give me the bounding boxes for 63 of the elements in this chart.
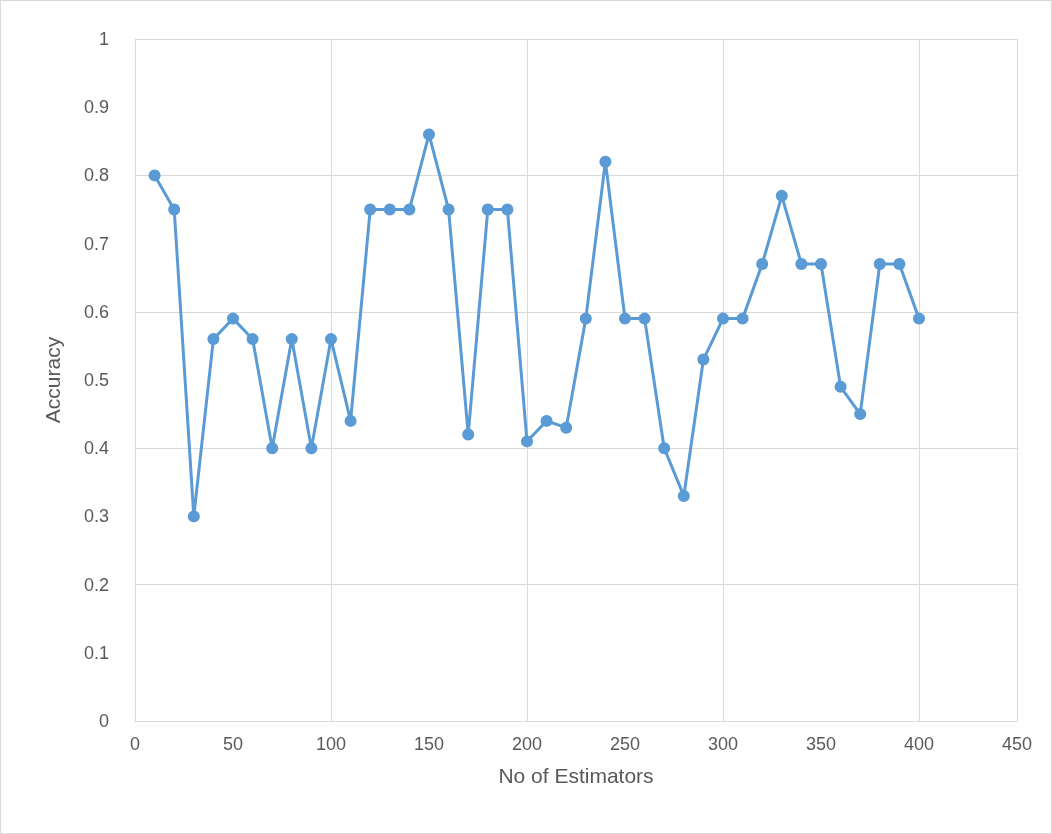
point: [403, 203, 416, 216]
y-tick-label: 0: [98, 711, 109, 731]
point: [619, 312, 631, 325]
point: [266, 442, 279, 455]
point: [717, 312, 729, 325]
point: [795, 258, 808, 271]
point: [854, 408, 867, 421]
point: [187, 510, 200, 523]
x-tick-label: 250: [609, 734, 641, 754]
point: [599, 155, 612, 168]
point: [462, 428, 475, 441]
x-axis-title: No of Estimators: [498, 764, 654, 787]
x-tick-label: 150: [413, 734, 445, 754]
point: [305, 442, 318, 455]
y-tick-label: 0.3: [83, 506, 109, 527]
y-tick-label: 0.7: [83, 233, 109, 254]
point: [756, 258, 769, 271]
x-tick-label: 50: [222, 734, 244, 754]
x-tick-label: 0: [129, 734, 141, 754]
y-tick-label: 0.4: [83, 438, 109, 459]
x-tick-label: 350: [805, 734, 837, 754]
point: [913, 312, 925, 325]
point: [246, 333, 259, 346]
point: [364, 203, 377, 216]
point: [383, 203, 396, 216]
y-tick-label: 0.6: [83, 301, 109, 322]
point: [579, 312, 592, 325]
point: [736, 312, 749, 325]
y-tick-label: 0.9: [83, 97, 109, 118]
x-tick-label: 300: [707, 734, 739, 754]
point: [658, 442, 671, 455]
point: [442, 203, 455, 216]
y-tick-label: 0.2: [83, 574, 109, 595]
y-axis-title: Accuracy: [41, 336, 64, 424]
point: [501, 203, 514, 216]
point: [227, 312, 239, 325]
point: [521, 435, 533, 448]
x-tick-label: 450: [1001, 734, 1033, 754]
point: [638, 312, 651, 325]
point: [344, 414, 357, 427]
y-tick-label: 0.8: [83, 165, 109, 186]
x-tick-label: 400: [903, 734, 935, 754]
point: [168, 203, 181, 216]
point: [285, 333, 298, 346]
point: [423, 128, 435, 141]
x-tick-label: 100: [315, 734, 347, 754]
point: [834, 380, 847, 393]
point: [893, 258, 906, 271]
point: [815, 258, 827, 271]
point: [560, 421, 573, 434]
point: [325, 333, 337, 346]
y-tick-label: 0.1: [83, 642, 109, 663]
point: [481, 203, 494, 216]
point: [148, 169, 161, 182]
point: [677, 489, 690, 502]
point: [873, 258, 886, 271]
point: [775, 189, 788, 202]
point: [697, 353, 710, 366]
y-tick-label: 1: [98, 29, 109, 49]
y-tick-label: 0.5: [83, 370, 109, 390]
point: [207, 333, 220, 346]
x-tick-label: 200: [511, 734, 543, 754]
point: [540, 414, 553, 427]
